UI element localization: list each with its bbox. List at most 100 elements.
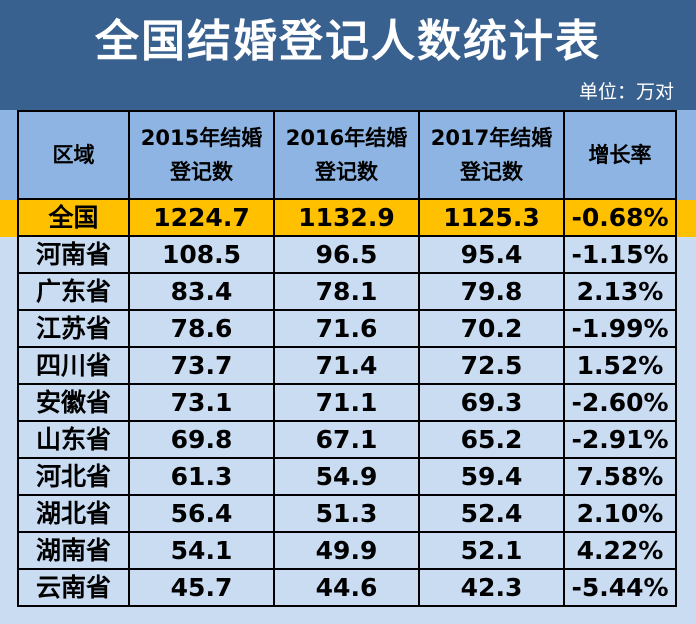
value-cell: 73.1 xyxy=(130,385,275,422)
region-cell: 湖北省 xyxy=(17,496,130,533)
value-cell: 96.5 xyxy=(275,237,420,274)
row-right-margin xyxy=(677,533,696,570)
region-cell: 全国 xyxy=(17,200,130,237)
table-header-row: 区域 2015年结婚 登记数 2016年结婚 登记数 2017年结婚 登记数 增长率 xyxy=(0,110,696,200)
growth-rate-cell: 1.52% xyxy=(565,348,677,385)
value-cell: 71.6 xyxy=(275,311,420,348)
table-row: 湖南省 54.1 49.9 52.1 4.22% xyxy=(0,533,696,570)
row-left-margin xyxy=(0,533,17,570)
value-cell: 1224.7 xyxy=(130,200,275,237)
region-cell: 湖南省 xyxy=(17,533,130,570)
value-cell: 45.7 xyxy=(130,570,275,607)
row-right-margin xyxy=(677,110,696,200)
header-cell-line: 区域 xyxy=(52,143,95,167)
header-cell-line: 2015年结婚 xyxy=(140,126,263,150)
header-cell-line: 登记数 xyxy=(460,160,523,184)
header-cell: 2017年结婚 登记数 xyxy=(420,110,565,200)
growth-rate-cell: -5.44% xyxy=(565,570,677,607)
row-right-margin xyxy=(677,348,696,385)
page-title: 全国结婚登记人数统计表 xyxy=(95,16,601,67)
header-cell: 区域 xyxy=(17,110,130,200)
table-row: 山东省 69.8 67.1 65.2 -2.91% xyxy=(0,422,696,459)
row-right-margin xyxy=(677,459,696,496)
value-cell: 59.4 xyxy=(420,459,565,496)
row-left-margin xyxy=(0,422,17,459)
region-cell: 山东省 xyxy=(17,422,130,459)
region-cell: 河北省 xyxy=(17,459,130,496)
table-row: 安徽省 73.1 71.1 69.3 -2.60% xyxy=(0,385,696,422)
region-cell: 四川省 xyxy=(17,348,130,385)
value-cell: 44.6 xyxy=(275,570,420,607)
value-cell: 67.1 xyxy=(275,422,420,459)
table-row: 江苏省 78.6 71.6 70.2 -1.99% xyxy=(0,311,696,348)
header-cell-line: 2017年结婚 xyxy=(430,126,553,150)
row-right-margin xyxy=(677,237,696,274)
value-cell: 54.9 xyxy=(275,459,420,496)
marriage-stats-table: 区域 2015年结婚 登记数 2016年结婚 登记数 2017年结婚 登记数 增长率 全国 122… xyxy=(0,110,696,607)
region-cell: 广东省 xyxy=(17,274,130,311)
row-right-margin xyxy=(677,496,696,533)
growth-rate-cell: -1.15% xyxy=(565,237,677,274)
value-cell: 61.3 xyxy=(130,459,275,496)
region-cell: 河南省 xyxy=(17,237,130,274)
value-cell: 42.3 xyxy=(420,570,565,607)
row-right-margin xyxy=(677,200,696,237)
row-left-margin xyxy=(0,570,17,607)
header-cell-line: 增长率 xyxy=(588,143,652,167)
header-cell: 2016年结婚 登记数 xyxy=(275,110,420,200)
growth-rate-cell: 4.22% xyxy=(565,533,677,570)
header-cell-line: 登记数 xyxy=(170,160,233,184)
header-cell: 增长率 xyxy=(565,110,677,200)
row-right-margin xyxy=(677,385,696,422)
row-left-margin xyxy=(0,311,17,348)
value-cell: 79.8 xyxy=(420,274,565,311)
growth-rate-cell: -0.68% xyxy=(565,200,677,237)
value-cell: 69.8 xyxy=(130,422,275,459)
row-left-margin xyxy=(0,348,17,385)
region-cell: 安徽省 xyxy=(17,385,130,422)
row-left-margin xyxy=(0,200,17,237)
row-right-margin xyxy=(677,422,696,459)
value-cell: 95.4 xyxy=(420,237,565,274)
value-cell: 52.1 xyxy=(420,533,565,570)
value-cell: 69.3 xyxy=(420,385,565,422)
table-row: 云南省 45.7 44.6 42.3 -5.44% xyxy=(0,570,696,607)
growth-rate-cell: 7.58% xyxy=(565,459,677,496)
row-right-margin xyxy=(677,311,696,348)
growth-rate-cell: -2.91% xyxy=(565,422,677,459)
value-cell: 52.4 xyxy=(420,496,565,533)
region-cell: 江苏省 xyxy=(17,311,130,348)
row-left-margin xyxy=(0,237,17,274)
table-row: 四川省 73.7 71.4 72.5 1.52% xyxy=(0,348,696,385)
unit-note: 单位：万对 xyxy=(578,81,674,103)
value-cell: 83.4 xyxy=(130,274,275,311)
header-cell: 2015年结婚 登记数 xyxy=(130,110,275,200)
value-cell: 71.4 xyxy=(275,348,420,385)
growth-rate-cell: -1.99% xyxy=(565,311,677,348)
value-cell: 1132.9 xyxy=(275,200,420,237)
value-cell: 78.6 xyxy=(130,311,275,348)
value-cell: 70.2 xyxy=(420,311,565,348)
region-cell: 云南省 xyxy=(17,570,130,607)
row-left-margin xyxy=(0,274,17,311)
table-row: 河北省 61.3 54.9 59.4 7.58% xyxy=(0,459,696,496)
value-cell: 108.5 xyxy=(130,237,275,274)
value-cell: 71.1 xyxy=(275,385,420,422)
value-cell: 49.9 xyxy=(275,533,420,570)
value-cell: 51.3 xyxy=(275,496,420,533)
row-left-margin xyxy=(0,459,17,496)
table-row: 广东省 83.4 78.1 79.8 2.13% xyxy=(0,274,696,311)
value-cell: 72.5 xyxy=(420,348,565,385)
row-right-margin xyxy=(677,570,696,607)
header-cell-line: 登记数 xyxy=(315,160,378,184)
row-left-margin xyxy=(0,496,17,533)
table-row: 河南省 108.5 96.5 95.4 -1.15% xyxy=(0,237,696,274)
value-cell: 54.1 xyxy=(130,533,275,570)
growth-rate-cell: -2.60% xyxy=(565,385,677,422)
value-cell: 56.4 xyxy=(130,496,275,533)
value-cell: 65.2 xyxy=(420,422,565,459)
growth-rate-cell: 2.10% xyxy=(565,496,677,533)
value-cell: 73.7 xyxy=(130,348,275,385)
title-band: 全国结婚登记人数统计表 单位：万对 xyxy=(0,0,696,110)
